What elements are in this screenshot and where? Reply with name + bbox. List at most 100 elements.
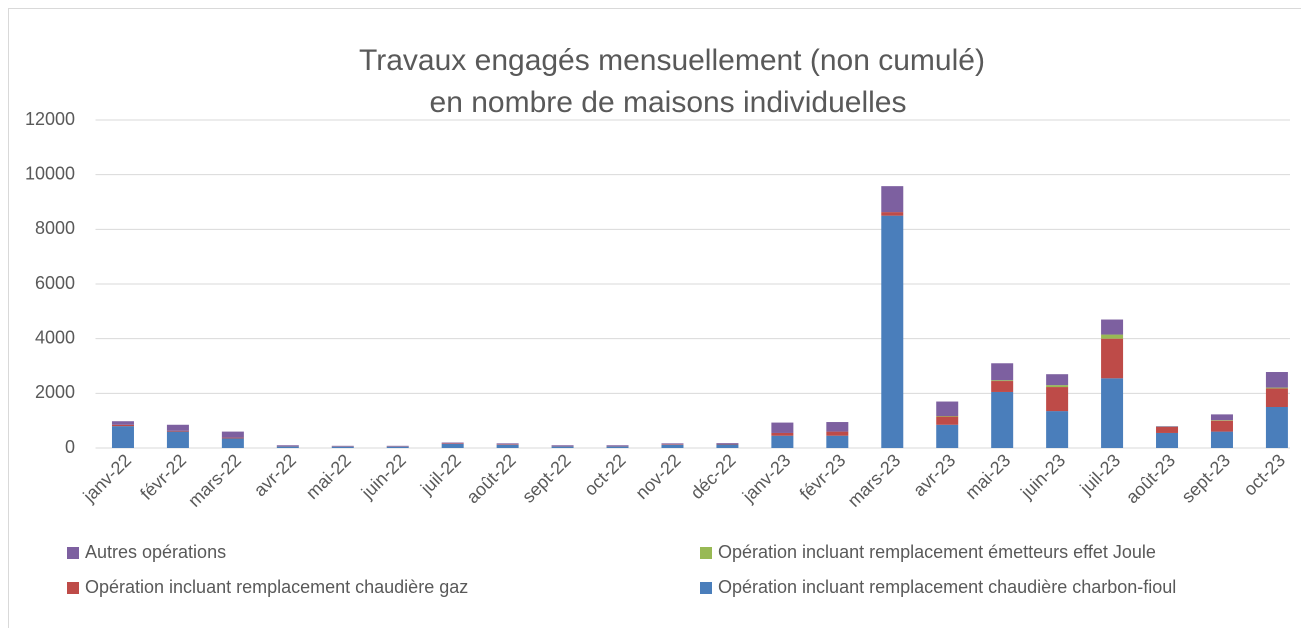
bar-segment [1046, 411, 1069, 448]
x-tick-label: déc-22 [687, 450, 740, 503]
x-tick-label: mars-23 [844, 450, 905, 511]
x-tick-label: mai-23 [961, 450, 1014, 503]
bar-segment [221, 437, 244, 439]
y-tick-label: 6000 [35, 273, 75, 293]
chart-title: en nombre de maisons individuelles [430, 86, 907, 119]
bar-segment [276, 446, 299, 448]
bar-segment [551, 446, 574, 448]
bar-segment [1265, 407, 1288, 448]
x-tick-label: août-22 [462, 450, 519, 507]
x-tick-label: févr-22 [136, 450, 190, 504]
bar-segment [111, 426, 134, 448]
bar-segment [881, 212, 904, 216]
bar-segment [331, 446, 354, 448]
bar-segment [661, 444, 684, 448]
bar-segment [441, 443, 464, 444]
bar-segment [166, 430, 189, 432]
bar-segment [661, 443, 684, 445]
x-tick-label: août-23 [1122, 450, 1179, 507]
bar-segment [221, 431, 244, 438]
x-tick-label: févr-23 [796, 450, 850, 504]
bar-segment [496, 443, 519, 445]
legend-label: Opération incluant remplacement émetteur… [718, 542, 1156, 562]
bar-segment [1265, 388, 1288, 407]
bar-segment [1101, 338, 1124, 379]
bar-segment [1156, 432, 1179, 448]
bar-segment [276, 445, 299, 447]
bar-segment [771, 422, 794, 433]
x-tick-label: janv-22 [79, 450, 136, 507]
y-tick-label: 0 [65, 437, 75, 457]
bar-segment [826, 422, 849, 432]
bar-segment [1210, 414, 1233, 421]
x-tick-label: avr-22 [250, 450, 300, 500]
bar-segment [166, 424, 189, 431]
bar-segment [496, 444, 519, 445]
x-tick-label: sept-23 [1178, 450, 1235, 507]
legend-swatch [700, 582, 712, 594]
legend-label: Opération incluant remplacement chaudièr… [718, 577, 1176, 597]
x-tick-label: janv-23 [738, 450, 795, 507]
x-tick-label: oct-23 [1240, 450, 1290, 500]
bar-segment [716, 444, 739, 448]
x-tick-label: avr-23 [909, 450, 959, 500]
bar-segment [606, 445, 629, 447]
bar-segment [441, 442, 464, 444]
x-tick-label: nov-22 [632, 450, 685, 503]
y-tick-label: 2000 [35, 382, 75, 402]
bar-segment [1265, 372, 1288, 388]
bar-segment [1101, 334, 1124, 339]
bar-segment [1210, 420, 1233, 421]
bar-segment [551, 445, 574, 447]
bar-segment [606, 446, 629, 448]
bar-segment [991, 363, 1014, 381]
bar-segment [936, 401, 959, 417]
bar-segment [881, 186, 904, 213]
bar-segment [771, 432, 794, 436]
y-tick-label: 4000 [35, 327, 75, 347]
bar-segment [826, 431, 849, 436]
bar-segment [1046, 387, 1069, 412]
y-tick-label: 8000 [35, 218, 75, 238]
bar-segment [991, 380, 1014, 382]
y-tick-label: 12000 [25, 109, 75, 129]
legend-label: Autres opérations [85, 542, 226, 562]
x-tick-label: mai-22 [302, 450, 355, 503]
chart-border [8, 8, 1301, 628]
bar-segment [716, 443, 739, 445]
chart-title: Travaux engagés mensuellement (non cumul… [359, 44, 985, 77]
bar-segment [1156, 426, 1179, 427]
x-tick-label: juil-22 [416, 450, 465, 499]
y-tick-label: 10000 [25, 163, 75, 183]
legend-swatch [67, 547, 79, 559]
x-tick-label: juin-22 [357, 450, 410, 503]
bar-segment [881, 215, 904, 448]
bar-segment [991, 381, 1014, 392]
bar-segment [496, 444, 519, 448]
bar-segment [1210, 420, 1233, 432]
bar-segment [991, 391, 1014, 448]
bar-segment [936, 424, 959, 448]
x-tick-label: sept-22 [518, 450, 575, 507]
x-tick-label: oct-22 [580, 450, 630, 500]
bar-segment [386, 446, 409, 448]
bar-segment [936, 416, 959, 417]
bar-segment [1101, 319, 1124, 335]
bar-segment [166, 431, 189, 448]
bar-segment [111, 424, 134, 427]
bar-segment [441, 443, 464, 448]
bar-segment [1156, 426, 1179, 433]
bar-segment [111, 421, 134, 425]
bar-segment [661, 444, 684, 445]
bar-segment [1210, 431, 1233, 448]
bar-segment [331, 445, 354, 447]
bar-segment [826, 435, 849, 448]
bar-segment [771, 435, 794, 448]
bar-segment [1046, 385, 1069, 388]
legend-swatch [67, 582, 79, 594]
bar-segment [386, 445, 409, 447]
bar-segment [1101, 378, 1124, 448]
legend-swatch [700, 547, 712, 559]
bar-segment [936, 416, 959, 425]
